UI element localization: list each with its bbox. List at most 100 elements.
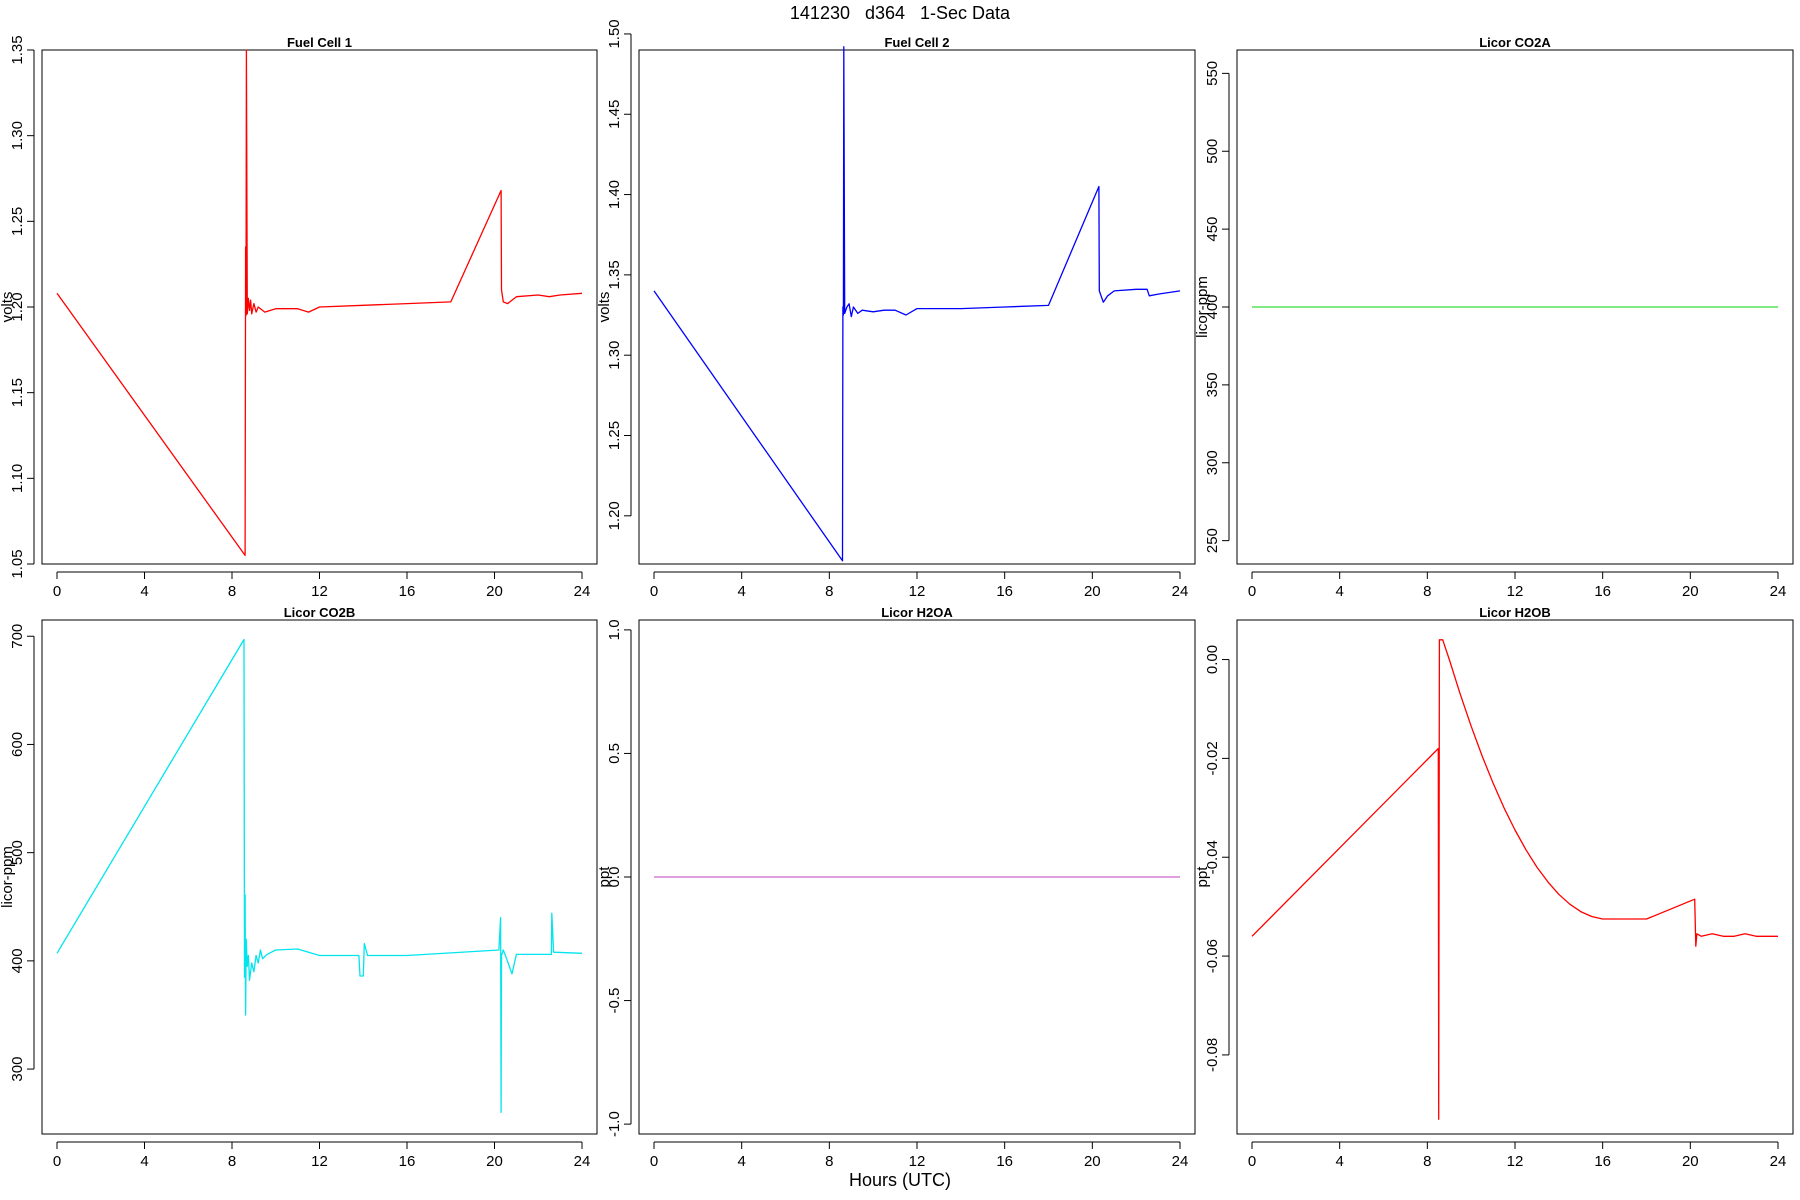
figure-title: 141230 d364 1-Sec Data (789, 3, 1011, 23)
panel-6: Licor H2OB 0 4 8 12 16 20 24 -0.08 -0.06 -0.04 -0.0… (1194, 605, 1794, 1170)
x-tick-label: 24 (574, 1153, 591, 1170)
y-tick-label: 550 (1204, 61, 1221, 86)
x-tick-label: 4 (1336, 583, 1344, 600)
y-tick-label: 250 (1204, 528, 1221, 553)
y-tick-label: -0.5 (606, 988, 623, 1014)
x-tick-label: 20 (1084, 1153, 1101, 1170)
x-tick-label: 0 (53, 1153, 61, 1170)
y-tick-label: 1.10 (9, 464, 26, 493)
x-tick-label: 8 (1423, 583, 1431, 600)
y-tick-label: 1.45 (606, 100, 623, 129)
panel-5: Licor H2OA 0 4 8 12 16 20 24 -1.0 -0.5 0.0 0.5 1.0 pp… (596, 605, 1196, 1170)
panel-1: Fuel Cell 1 0 4 8 12 16 20 24 1.05 1.10 1.15 1.20 1.… (0, 35, 598, 600)
plot-frame (41, 49, 598, 565)
x-tick-label: 24 (1172, 583, 1189, 600)
y-tick-label: 300 (9, 1057, 26, 1082)
y-tick-label: 1.15 (9, 378, 26, 407)
panel-3: Licor CO2A 0 4 8 12 16 20 24 250 300 350 400 450 500 5… (1194, 35, 1794, 600)
y-tick-label: -0.06 (1204, 939, 1221, 973)
x-tick-label: 0 (650, 1153, 658, 1170)
y-tick-label: 0.0 (606, 867, 623, 888)
y-tick-label: 300 (1204, 450, 1221, 475)
x-tick-label: 20 (486, 583, 503, 600)
y-tick-label: 1.25 (9, 207, 26, 236)
x-tick-label: 24 (574, 583, 591, 600)
x-tick-label: 8 (825, 1153, 833, 1170)
x-tick-label: 12 (311, 583, 328, 600)
series-line (1251, 639, 1778, 1120)
x-tick-label: 24 (1770, 583, 1787, 600)
shared-x-axis-label: Hours (UTC) (849, 1170, 951, 1190)
y-tick-label: -0.02 (1204, 741, 1221, 775)
y-axis-label: volts (0, 292, 16, 323)
y-tick-label: -0.08 (1204, 1038, 1221, 1072)
y-tick-label: 1.0 (606, 619, 623, 640)
x-tick-label: 4 (738, 583, 746, 600)
panel-title: Licor CO2A (1479, 35, 1551, 50)
y-tick-label: 1.40 (606, 180, 623, 209)
panel-title: Licor CO2B (284, 605, 356, 620)
y-tick-label: 0.00 (1204, 645, 1221, 674)
x-tick-label: 4 (738, 1153, 746, 1170)
y-tick-label: 1.25 (606, 421, 623, 450)
y-tick-label: 1.20 (606, 501, 623, 530)
x-tick-label: 20 (1682, 1153, 1699, 1170)
series-line (56, 49, 583, 557)
panel-title: Fuel Cell 1 (287, 35, 352, 50)
y-tick-label: 1.30 (606, 341, 623, 370)
x-tick-label: 16 (1594, 1153, 1611, 1170)
x-tick-label: 4 (140, 1153, 148, 1170)
plot-frame (41, 619, 598, 1135)
y-tick-label: 1.20 (9, 292, 26, 321)
x-tick-label: 16 (399, 583, 416, 600)
x-tick-label: 4 (1336, 1153, 1344, 1170)
y-axis-label: ppt (1194, 866, 1211, 888)
y-axis-label: volts (596, 292, 613, 323)
x-tick-label: 24 (1770, 1153, 1787, 1170)
panel-title: Licor H2OB (1479, 605, 1551, 620)
x-tick-label: 20 (1084, 583, 1101, 600)
y-tick-label: 0.5 (606, 743, 623, 764)
y-tick-label: 1.05 (9, 549, 26, 578)
x-tick-label: 8 (228, 583, 236, 600)
y-tick-label: 1.35 (9, 35, 26, 64)
x-tick-label: 0 (53, 583, 61, 600)
y-tick-label: 450 (1204, 217, 1221, 242)
y-tick-label: 350 (1204, 372, 1221, 397)
x-tick-label: 12 (1507, 583, 1524, 600)
y-tick-label: 600 (9, 732, 26, 757)
x-tick-label: 8 (825, 583, 833, 600)
panel-4: Licor CO2B 0 4 8 12 16 20 24 300 400 500 600 700 lico… (0, 605, 598, 1170)
y-axis-label: licor-ppm (1194, 276, 1211, 338)
x-tick-label: 12 (311, 1153, 328, 1170)
y-tick-label: 700 (9, 624, 26, 649)
y-tick-label: 500 (1204, 139, 1221, 164)
x-tick-label: 16 (399, 1153, 416, 1170)
x-tick-label: 0 (1248, 583, 1256, 600)
x-tick-label: 12 (1507, 1153, 1524, 1170)
plot-frame (1236, 49, 1794, 565)
panel-title: Licor H2OA (881, 605, 953, 620)
panel-title: Fuel Cell 2 (884, 35, 949, 50)
series-line (653, 46, 1181, 562)
x-tick-label: 12 (909, 583, 926, 600)
x-tick-label: 0 (650, 583, 658, 600)
x-tick-label: 0 (1248, 1153, 1256, 1170)
y-tick-label: -1.0 (606, 1111, 623, 1137)
y-tick-label: 1.50 (606, 19, 623, 48)
panel-2: Fuel Cell 2 0 4 8 12 16 20 24 1.20 1.25 1.30 1.35 1.… (596, 19, 1196, 600)
y-tick-label: 1.30 (9, 121, 26, 150)
x-tick-label: 24 (1172, 1153, 1189, 1170)
x-tick-label: 12 (909, 1153, 926, 1170)
x-tick-label: 4 (140, 583, 148, 600)
series-line (56, 638, 583, 1114)
x-tick-label: 16 (996, 1153, 1013, 1170)
y-tick-label: -0.04 (1204, 840, 1221, 874)
y-axis-label: ppt (596, 866, 613, 888)
x-tick-label: 16 (996, 583, 1013, 600)
y-axis-label: licor-ppm (0, 846, 16, 908)
y-tick-label: 500 (9, 840, 26, 865)
y-tick-label: 1.35 (606, 260, 623, 289)
x-tick-label: 8 (1423, 1153, 1431, 1170)
